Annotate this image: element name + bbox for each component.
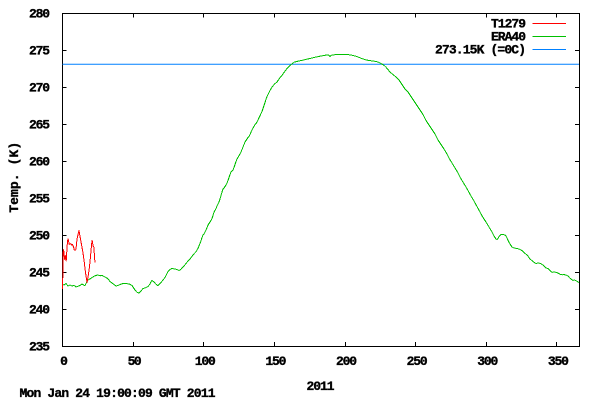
svg-text:240: 240 bbox=[29, 303, 50, 318]
svg-text:200: 200 bbox=[336, 354, 357, 369]
svg-text:0: 0 bbox=[60, 354, 68, 369]
svg-text:235: 235 bbox=[29, 340, 50, 355]
svg-text:150: 150 bbox=[265, 354, 286, 369]
svg-text:300: 300 bbox=[477, 354, 498, 369]
svg-text:2011: 2011 bbox=[307, 379, 335, 394]
svg-text:270: 270 bbox=[29, 81, 50, 96]
svg-text:250: 250 bbox=[407, 354, 428, 369]
svg-text:255: 255 bbox=[29, 192, 50, 207]
svg-text:260: 260 bbox=[29, 155, 50, 170]
svg-text:245: 245 bbox=[29, 266, 50, 281]
svg-text:273.15K (=0C): 273.15K (=0C) bbox=[435, 43, 526, 58]
svg-text:100: 100 bbox=[195, 354, 216, 369]
svg-text:50: 50 bbox=[128, 354, 142, 369]
svg-text:T1279: T1279 bbox=[491, 17, 526, 32]
svg-text:ERA40: ERA40 bbox=[491, 30, 526, 45]
svg-text:265: 265 bbox=[29, 118, 50, 133]
svg-text:250: 250 bbox=[29, 229, 50, 244]
svg-text:Mon Jan 24 19:00:09 GMT 2011: Mon Jan 24 19:00:09 GMT 2011 bbox=[20, 386, 216, 400]
svg-text:Temp. (K): Temp. (K) bbox=[7, 142, 22, 213]
svg-text:350: 350 bbox=[548, 354, 569, 369]
svg-text:275: 275 bbox=[29, 44, 50, 59]
svg-text:280: 280 bbox=[29, 7, 50, 22]
